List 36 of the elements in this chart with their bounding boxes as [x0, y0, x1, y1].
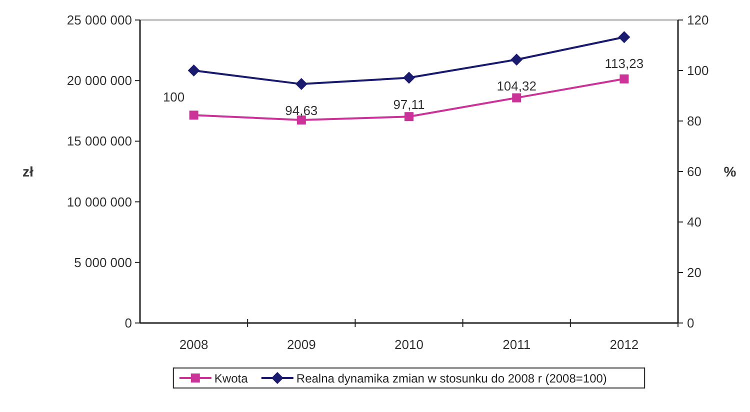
y-tick-label: 20 000 000	[66, 73, 132, 88]
y-axis-title: zł	[22, 164, 34, 180]
x-tick-label: 2008	[179, 337, 208, 352]
y2-tick-label: 0	[687, 316, 694, 330]
x-tick-label: 2010	[394, 337, 424, 352]
y-tick-label: 25 000 000	[66, 12, 132, 28]
data-label: 100	[162, 90, 185, 104]
y2-axis-title: %	[724, 164, 737, 180]
data-label: 113,23	[604, 56, 644, 72]
x-tick-label: 2011	[502, 337, 531, 352]
y-tick-label: 10 000 000	[66, 194, 132, 210]
y-tick-label: 15 000 000	[66, 134, 132, 149]
y2-tick-label: 60	[687, 164, 702, 179]
point	[188, 64, 200, 76]
point	[295, 78, 308, 90]
y2-tick-label: 20	[687, 265, 702, 280]
y2-tick-label: 120	[687, 12, 709, 28]
y2-tick-label: 100	[687, 63, 709, 78]
legend-label: Realna dynamika zmian w stosunku do 2008 r (2008=100)	[296, 372, 607, 386]
point	[510, 54, 523, 66]
legend-label: Kwota	[214, 372, 248, 386]
data-label: 97,11	[393, 96, 425, 112]
point	[512, 93, 522, 102]
x-tick-label: 2012	[610, 337, 639, 352]
point	[618, 31, 630, 44]
data-label: 94,63	[285, 103, 318, 118]
y2-tick-label: 80	[687, 114, 702, 128]
point	[189, 110, 198, 120]
x-tick-label: 2009	[286, 337, 316, 352]
point	[404, 112, 414, 122]
point	[403, 72, 415, 84]
data-label: 104,32	[496, 78, 536, 94]
point	[620, 74, 629, 84]
y-tick-label: 5 000 000	[74, 254, 132, 270]
y-tick-label: 0	[124, 316, 132, 330]
y2-tick-label: 40	[687, 214, 702, 230]
